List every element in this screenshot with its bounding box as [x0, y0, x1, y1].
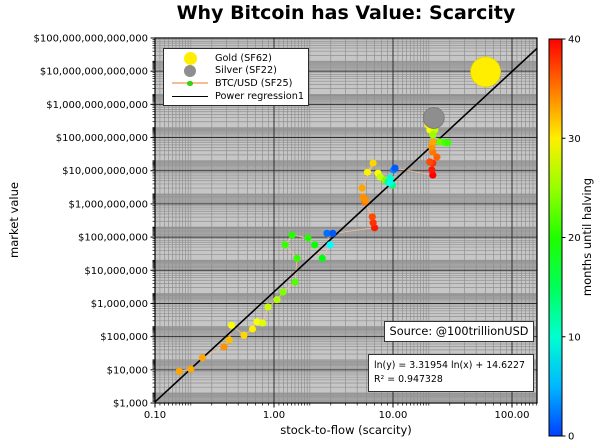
btc-point	[187, 365, 195, 373]
fit-equation: ln(y) = 3.31954 ln(x) + 14.6227	[374, 360, 525, 371]
colorbar-tick-label: 40	[568, 35, 581, 46]
btc-point	[433, 153, 441, 161]
y-tick-label: $10,000,000,000,000	[40, 67, 148, 78]
btc-point	[175, 367, 183, 375]
y-tick-label: $100,000,000,000,000	[33, 34, 148, 45]
y-tick-label: $1,000	[113, 399, 148, 410]
btc-point	[318, 254, 326, 262]
legend-label-gold: Gold (SF62)	[215, 52, 272, 64]
btc-point	[386, 174, 394, 182]
y-tick-label: $1,000,000,000,000	[46, 100, 148, 111]
y-tick-label: $10,000,000	[84, 266, 148, 277]
btc-point	[369, 159, 377, 167]
chart-title: Why Bitcoin has Value: Scarcity	[176, 2, 516, 24]
x-tick-label: 100.00	[495, 410, 530, 421]
colorbar	[548, 38, 563, 437]
colorbar-tick-label: 30	[568, 134, 581, 145]
y-tick-label: $10,000	[107, 365, 148, 376]
btc-point	[304, 234, 312, 242]
btc-point	[264, 303, 272, 311]
btc-point	[258, 319, 267, 327]
btc-point	[386, 179, 394, 187]
legend: Gold (SF62) Silver (SF22) BTC/USD (SF25)…	[163, 48, 309, 107]
btc-point	[428, 166, 436, 174]
btc-point	[311, 241, 319, 249]
btc-point	[198, 354, 206, 362]
btc-line-marker-icon	[172, 80, 208, 87]
legend-label-regression: Power regression1	[215, 90, 304, 102]
silver-marker-icon	[184, 64, 196, 77]
x-tick-label: 0.10	[144, 410, 166, 421]
y-tick-label: $100,000	[100, 332, 148, 343]
btc-point	[273, 296, 281, 304]
btc-point	[225, 336, 233, 344]
y-tick-label: $100,000,000,000	[56, 133, 148, 144]
y-axis-label: market value	[7, 182, 21, 258]
btc-point	[368, 213, 376, 221]
btc-point	[281, 241, 289, 249]
btc-point	[391, 164, 399, 172]
legend-label-btc: BTC/USD (SF25)	[215, 77, 293, 89]
colorbar-tick-label: 0	[568, 432, 574, 443]
gold-point	[470, 56, 502, 88]
btc-point	[228, 321, 236, 329]
legend-item-regression: Power regression1	[168, 90, 304, 103]
btc-point	[293, 254, 301, 262]
y-tick-label: $1,000,000	[91, 299, 148, 310]
x-tick-label: 1.00	[263, 410, 285, 421]
colorbar-label: months until halving	[580, 177, 594, 297]
btc-point	[291, 278, 299, 286]
colorbar-tick-label: 20	[568, 233, 581, 244]
fit-r-squared: R² = 0.947328	[374, 374, 443, 386]
btc-point	[253, 318, 261, 326]
regression-line-marker-icon	[172, 95, 208, 97]
colorbar-tick-label: 10	[568, 332, 581, 343]
btc-point	[248, 325, 257, 333]
legend-item-btc: BTC/USD (SF25)	[168, 77, 304, 90]
btc-point	[426, 158, 434, 166]
btc-point	[220, 343, 228, 351]
silver-point	[422, 107, 445, 129]
btc-point	[359, 193, 367, 201]
y-tick-label: $1,000,000,000	[68, 199, 148, 210]
btc-point	[429, 138, 437, 146]
btc-point	[429, 131, 437, 139]
btc-point	[363, 168, 372, 176]
x-tick-label: 10.00	[379, 410, 408, 421]
legend-label-silver: Silver (SF22)	[215, 65, 277, 77]
btc-point	[288, 231, 296, 239]
gold-marker-icon	[183, 51, 197, 65]
plot-border	[154, 37, 538, 404]
fit-annotation: ln(y) = 3.31954 ln(x) + 14.6227 R² = 0.9…	[368, 354, 534, 393]
btc-point	[358, 184, 366, 192]
btc-point	[279, 288, 287, 296]
btc-point	[329, 229, 337, 237]
btc-point	[323, 229, 331, 237]
btc-point	[444, 139, 452, 147]
y-tick-label: $100,000,000	[78, 233, 148, 244]
regression-line	[154, 47, 538, 403]
legend-item-gold: Gold (SF62)	[168, 51, 304, 65]
btc-point	[240, 331, 248, 339]
y-tick-label: $10,000,000,000	[62, 166, 148, 177]
btc-point	[326, 241, 334, 249]
source-annotation: Source: @100trillionUSD	[384, 321, 534, 342]
x-axis-label: stock-to-flow (scarcity)	[280, 423, 412, 437]
btc-dot-marker-icon	[187, 80, 193, 87]
legend-item-silver: Silver (SF22)	[168, 64, 304, 78]
btc-point	[369, 219, 377, 227]
